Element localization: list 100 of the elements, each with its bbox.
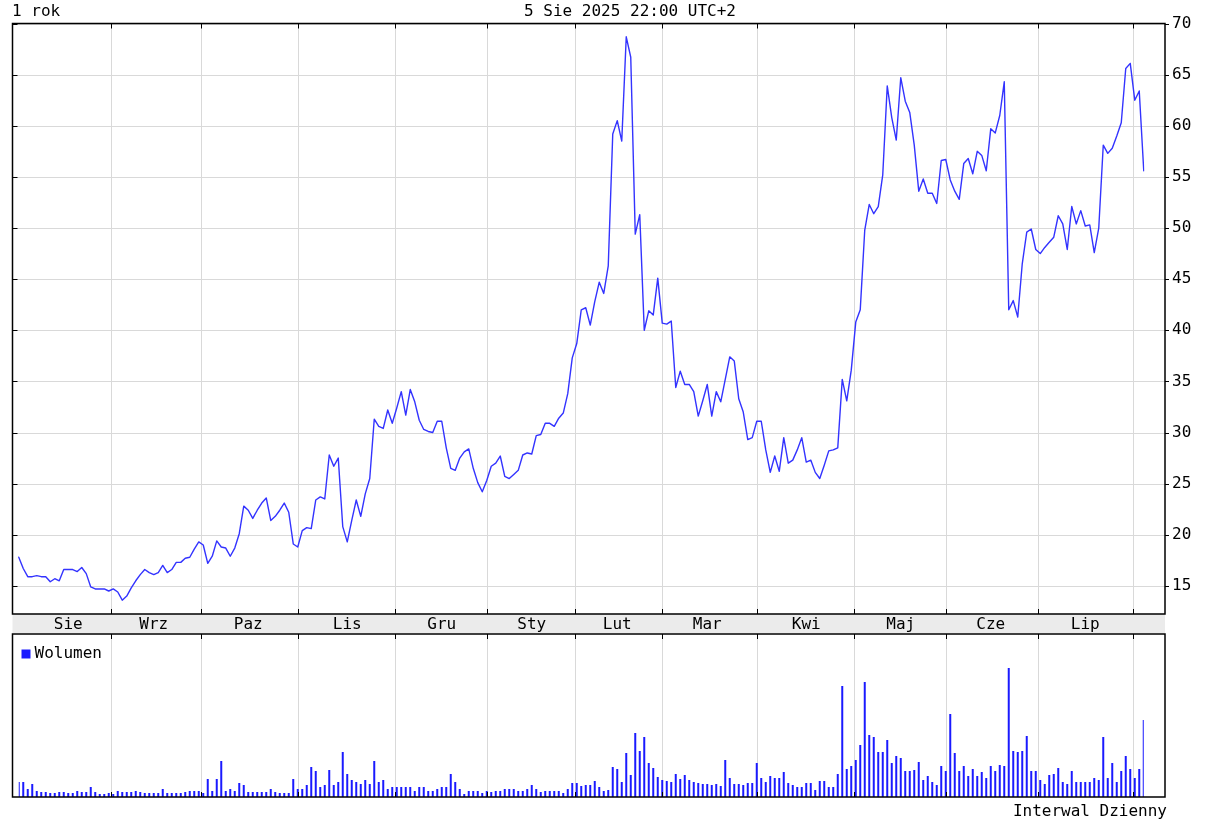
bar xyxy=(854,760,857,797)
bar xyxy=(998,765,1001,797)
x-tick-label: Paz xyxy=(233,613,263,633)
bar xyxy=(1039,780,1042,797)
bar xyxy=(769,776,772,797)
bar xyxy=(1093,778,1096,797)
bar xyxy=(404,787,407,797)
bar xyxy=(697,783,700,797)
bar xyxy=(886,740,889,797)
x-tick-label: Wrz xyxy=(139,613,169,633)
bar xyxy=(409,787,412,797)
bar xyxy=(940,766,943,797)
bar xyxy=(823,781,826,797)
y-tick-label: 35 xyxy=(1172,370,1192,390)
bar xyxy=(1066,784,1069,797)
bar xyxy=(1012,751,1015,797)
bar xyxy=(962,766,965,797)
bar xyxy=(575,783,578,797)
bar xyxy=(292,779,295,797)
bar xyxy=(1016,752,1019,797)
bar xyxy=(980,772,983,797)
bar xyxy=(872,737,875,797)
bar xyxy=(665,781,668,797)
bar xyxy=(530,785,533,797)
y-tick-label: 45 xyxy=(1172,268,1192,288)
bar xyxy=(395,787,398,797)
bar xyxy=(305,785,308,797)
bar xyxy=(1079,782,1082,797)
x-tick-label: Lut xyxy=(602,613,632,633)
bar xyxy=(238,783,241,797)
y-tick-label: 50 xyxy=(1172,217,1192,237)
bar xyxy=(805,783,808,797)
bar xyxy=(328,770,331,797)
bar xyxy=(1075,782,1078,797)
bar xyxy=(800,787,803,797)
chart-title: 1 rok xyxy=(12,1,61,20)
x-tick-label: Gru xyxy=(427,613,457,633)
y-tick-label: 20 xyxy=(1172,523,1192,543)
bar xyxy=(683,775,686,797)
bar xyxy=(895,756,898,797)
bar xyxy=(1084,782,1087,797)
bar xyxy=(1133,778,1136,797)
x-tick-label: Kwi xyxy=(791,613,821,633)
bar xyxy=(647,763,650,797)
x-tick-label: Sie xyxy=(53,613,83,633)
bar xyxy=(710,785,713,797)
bar xyxy=(364,780,367,797)
bar xyxy=(220,761,223,797)
bar xyxy=(1003,766,1006,797)
bar xyxy=(310,767,313,797)
bar xyxy=(215,779,218,797)
bar xyxy=(1129,769,1132,797)
bar xyxy=(841,686,844,797)
bar xyxy=(589,785,592,797)
bar xyxy=(904,771,907,797)
y-tick-label: 15 xyxy=(1172,575,1192,595)
bar xyxy=(751,783,754,797)
text: Interwal Dzienny xyxy=(1012,801,1167,820)
bar xyxy=(319,787,322,797)
bar xyxy=(598,787,601,797)
bar xyxy=(818,781,821,797)
bar xyxy=(1021,751,1024,797)
x-tick-label: Maj xyxy=(886,613,916,633)
bar xyxy=(989,766,992,797)
bar xyxy=(373,761,376,797)
bar xyxy=(1030,771,1033,797)
y-tick-label: 60 xyxy=(1172,114,1192,134)
bar xyxy=(773,778,776,797)
legend-label: Wolumen xyxy=(34,643,102,663)
bar xyxy=(949,714,952,797)
bar xyxy=(832,787,835,797)
bar xyxy=(827,787,830,797)
bar xyxy=(1043,784,1046,797)
bar xyxy=(809,783,812,797)
bar xyxy=(670,782,673,797)
bar xyxy=(454,782,457,797)
bar xyxy=(1138,769,1141,797)
bar xyxy=(1070,771,1073,797)
bar xyxy=(1088,782,1091,797)
bar xyxy=(926,776,929,797)
bar xyxy=(1025,736,1028,797)
bar xyxy=(571,783,574,797)
bar xyxy=(985,778,988,797)
bar xyxy=(971,769,974,797)
y-tick-label: 70 xyxy=(1172,12,1192,32)
bar xyxy=(994,771,997,797)
bar xyxy=(638,751,641,797)
bar xyxy=(719,786,722,797)
bar xyxy=(355,782,358,797)
bar xyxy=(899,758,902,797)
bar xyxy=(1106,778,1109,797)
bar xyxy=(1124,756,1127,797)
bar xyxy=(1111,763,1114,797)
bar xyxy=(620,782,623,797)
bar xyxy=(1057,768,1060,797)
bar xyxy=(652,768,655,797)
bar xyxy=(337,782,340,797)
bar xyxy=(368,784,371,797)
bar xyxy=(377,782,380,797)
bar xyxy=(1115,782,1118,797)
